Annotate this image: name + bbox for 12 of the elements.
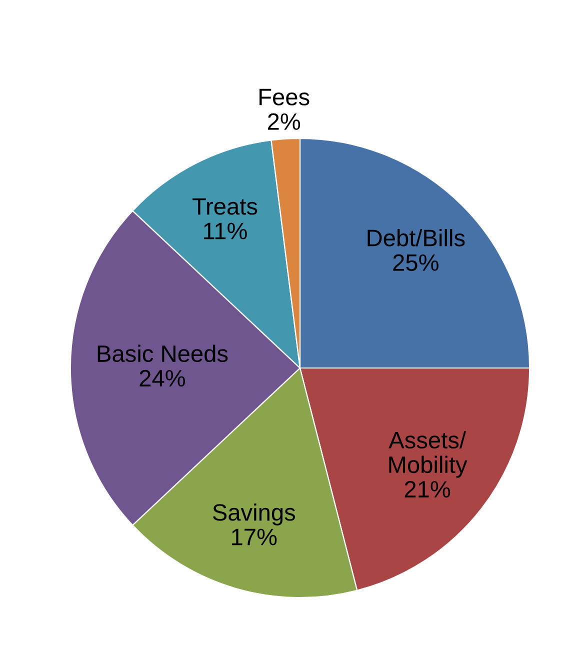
data-label: 2% (268, 113, 300, 130)
slice-label: Basic Needs (98, 344, 228, 362)
slice-label: Assets/ Mobility (388, 431, 468, 478)
data-label: 21% (404, 480, 450, 498)
slice-label: Fees (260, 88, 310, 106)
slice-label: Savings (212, 503, 296, 526)
data-label: 11% (204, 222, 247, 240)
data-label: 17% (232, 528, 277, 546)
data-label: 24% (140, 370, 186, 387)
slice-label: Debt/Bills (368, 229, 465, 246)
slice-label: Treats (192, 198, 258, 215)
data-label: 25% (393, 254, 438, 271)
